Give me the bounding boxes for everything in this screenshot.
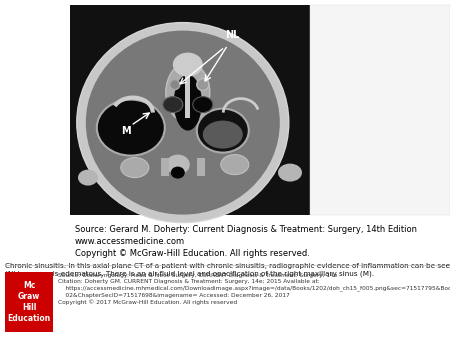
- Ellipse shape: [173, 53, 203, 77]
- Bar: [185, 63, 190, 118]
- Ellipse shape: [171, 167, 185, 178]
- Circle shape: [197, 79, 209, 91]
- Text: NL: NL: [225, 30, 240, 40]
- Ellipse shape: [193, 97, 213, 113]
- Ellipse shape: [77, 23, 289, 223]
- Text: Source: Otolaryngology: Head & Neck Surgery, CURRENT Diagnosis & Treatment: Surg: Source: Otolaryngology: Head & Neck Surg…: [58, 273, 450, 305]
- Text: Mc
Graw
Hill
Education: Mc Graw Hill Education: [7, 281, 50, 323]
- Text: M: M: [121, 126, 130, 136]
- Bar: [70, 5, 310, 215]
- Text: Source: Gerard M. Doherty: Current Diagnosis & Treatment: Surgery, 14th Edition
: Source: Gerard M. Doherty: Current Diagn…: [75, 225, 417, 258]
- Circle shape: [170, 80, 180, 90]
- Ellipse shape: [221, 154, 249, 175]
- Ellipse shape: [174, 75, 202, 130]
- Ellipse shape: [166, 63, 210, 123]
- Ellipse shape: [121, 158, 149, 177]
- Text: Chronic sinusitis. In this axial plane CT of a patient with chronic sinusitis, r: Chronic sinusitis. In this axial plane C…: [5, 263, 450, 277]
- Bar: [5, 272, 53, 332]
- Bar: [310, 5, 450, 215]
- Ellipse shape: [78, 170, 98, 186]
- Ellipse shape: [163, 97, 183, 113]
- Ellipse shape: [203, 121, 243, 149]
- Ellipse shape: [97, 100, 165, 155]
- Ellipse shape: [166, 154, 190, 175]
- Bar: [197, 158, 205, 176]
- Ellipse shape: [278, 164, 302, 182]
- Bar: [161, 158, 169, 176]
- Ellipse shape: [197, 108, 249, 152]
- Ellipse shape: [86, 31, 280, 215]
